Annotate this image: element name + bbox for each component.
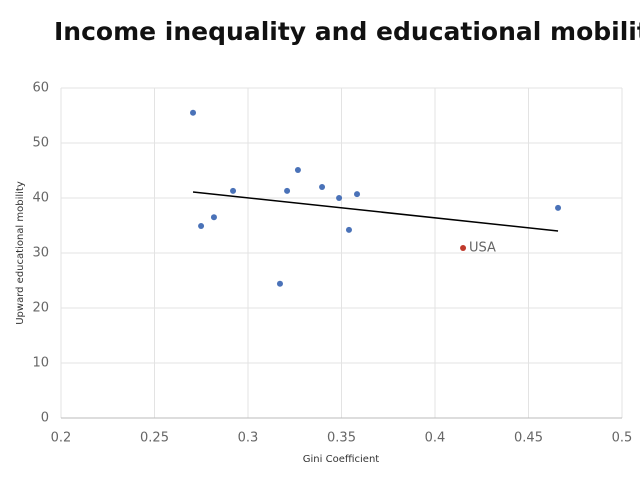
x-tick-label: 0.25 <box>140 431 169 446</box>
point <box>319 184 326 190</box>
x-tick-label: 0.2 <box>51 431 72 446</box>
point <box>230 187 237 194</box>
y-tick-label: 10 <box>32 356 49 371</box>
point <box>555 204 562 211</box>
y-axis-label: Upward educational mobility <box>15 181 26 325</box>
x-tick-label: 0.5 <box>612 431 633 446</box>
point <box>210 214 217 221</box>
point <box>354 191 361 198</box>
point <box>294 166 301 173</box>
point <box>336 195 343 201</box>
y-tick-label: 20 <box>32 301 49 316</box>
x-tick-label: 0.3 <box>238 431 259 446</box>
point <box>198 223 205 230</box>
y-tick-label: 60 <box>32 81 49 96</box>
point <box>284 187 291 194</box>
x-tick-label: 0.35 <box>327 431 356 446</box>
y-tick-label: 30 <box>32 246 49 261</box>
y-tick-label: 0 <box>41 411 49 426</box>
point-label: USA <box>469 241 496 256</box>
point <box>190 109 197 116</box>
x-axis-label: Gini Coefficient <box>303 454 380 465</box>
chart-title: Income inequality and educational mobili… <box>54 17 640 46</box>
point <box>276 280 283 287</box>
x-tick-label: 0.45 <box>514 431 543 446</box>
x-tick-label: 0.4 <box>425 431 446 446</box>
trend-line <box>192 191 559 232</box>
y-tick-label: 50 <box>32 136 49 151</box>
point <box>460 245 467 252</box>
y-tick-label: 40 <box>32 191 49 206</box>
point <box>345 226 352 233</box>
